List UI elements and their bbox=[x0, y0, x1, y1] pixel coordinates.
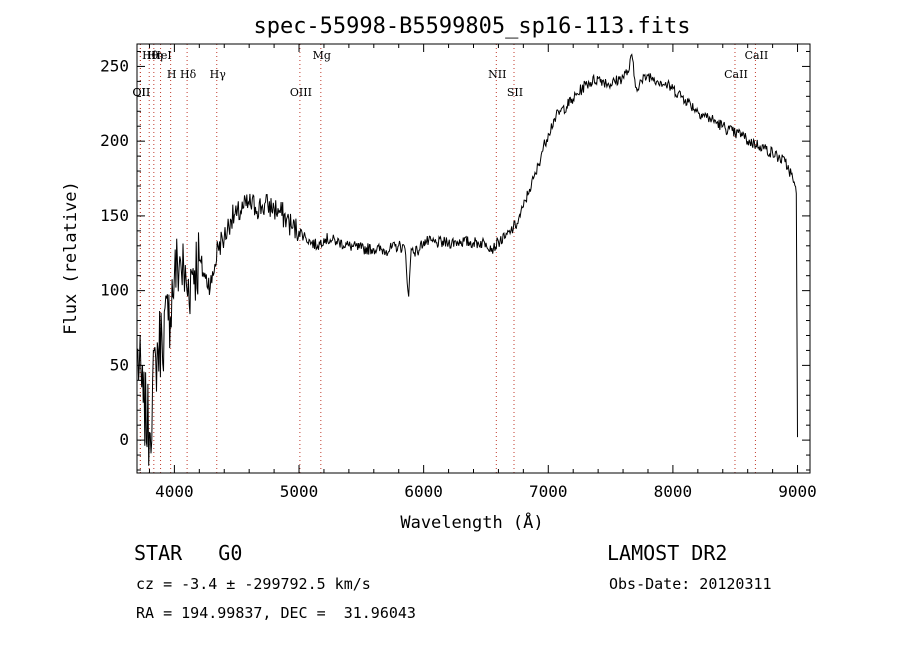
line-label: HeI bbox=[151, 49, 171, 62]
line-label: CaII bbox=[745, 49, 769, 62]
line-label: Hθ bbox=[142, 49, 159, 62]
survey-name: LAMOST DR2 bbox=[607, 541, 728, 565]
line-label: H bbox=[167, 68, 177, 81]
line-label: Mg bbox=[313, 49, 331, 62]
line-label: OIII bbox=[290, 86, 312, 99]
chart-title: spec-55998-B5599805_sp16-113.fits bbox=[253, 14, 690, 39]
x-tick-label: 8000 bbox=[654, 482, 693, 501]
spectrum-series bbox=[136, 53, 798, 466]
line-label: CaII bbox=[724, 68, 748, 81]
x-tick-label: 7000 bbox=[529, 482, 568, 501]
line-label: Hη bbox=[147, 49, 163, 62]
y-tick-label: 100 bbox=[100, 281, 129, 300]
y-tick-label: 0 bbox=[119, 430, 129, 449]
axis-ticks: 4000 5000 6000 7000 8000 9000 0 50 100 150 200 250 bbox=[100, 44, 817, 501]
x-tick-label: 5000 bbox=[280, 482, 319, 501]
y-tick-label: 150 bbox=[100, 206, 129, 225]
redshift-text: cz = -3.4 ± -299792.5 km/s bbox=[136, 575, 371, 593]
x-tick-label: 4000 bbox=[155, 482, 194, 501]
x-axis-label: Wavelength (Å) bbox=[400, 511, 543, 533]
obs-date: Obs-Date: 20120311 bbox=[609, 575, 772, 593]
y-tick-label: 50 bbox=[110, 355, 129, 374]
plot-frame bbox=[136, 43, 811, 474]
object-class: STAR G0 bbox=[134, 541, 243, 565]
y-tick-label: 200 bbox=[100, 131, 129, 150]
y-tick-label: 250 bbox=[100, 56, 129, 75]
coordinates: RA = 194.99837, DEC = 31.96043 bbox=[136, 604, 416, 622]
x-tick-label: 6000 bbox=[404, 482, 443, 501]
x-tick-label: 9000 bbox=[778, 482, 817, 501]
line-label: OII bbox=[133, 86, 151, 99]
y-axis-label: Flux (relative) bbox=[61, 181, 81, 335]
line-label: NII bbox=[488, 68, 506, 81]
line-label: SII bbox=[507, 86, 523, 99]
line-label: Hδ bbox=[180, 68, 197, 81]
spectrum-line bbox=[136, 53, 798, 466]
line-label: Hγ bbox=[210, 68, 227, 81]
